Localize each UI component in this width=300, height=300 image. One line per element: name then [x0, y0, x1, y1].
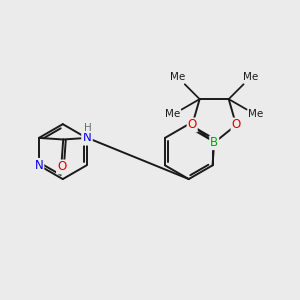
Text: Me: Me [165, 110, 181, 119]
Text: Me: Me [248, 110, 263, 119]
Text: N: N [83, 131, 92, 144]
Text: B: B [210, 136, 218, 149]
Text: Me: Me [170, 72, 186, 82]
Text: O: O [57, 160, 66, 173]
Text: N: N [34, 159, 43, 172]
Text: H: H [84, 122, 91, 133]
Text: O: O [188, 118, 197, 131]
Text: N: N [82, 131, 91, 144]
Text: O: O [232, 118, 241, 131]
Text: Me: Me [243, 72, 258, 82]
